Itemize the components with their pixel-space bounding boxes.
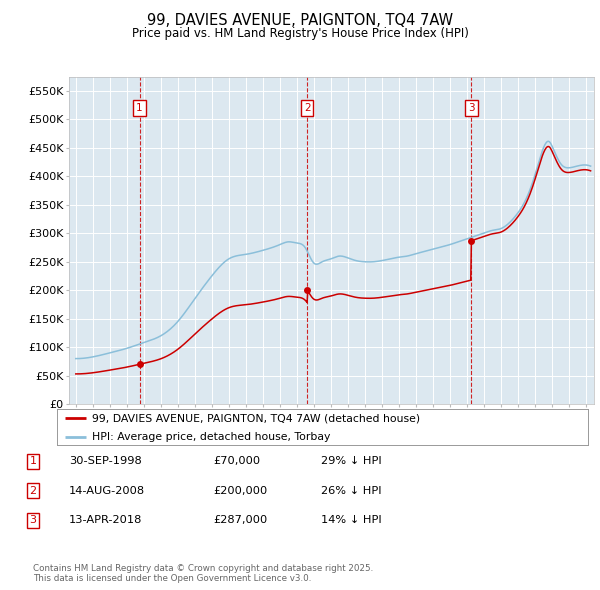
Text: 1: 1	[29, 457, 37, 466]
Text: 29% ↓ HPI: 29% ↓ HPI	[321, 457, 382, 466]
Text: 30-SEP-1998: 30-SEP-1998	[69, 457, 142, 466]
Text: 2: 2	[29, 486, 37, 496]
Text: £287,000: £287,000	[213, 516, 267, 525]
Text: 26% ↓ HPI: 26% ↓ HPI	[321, 486, 382, 496]
Text: 14% ↓ HPI: 14% ↓ HPI	[321, 516, 382, 525]
Text: 3: 3	[29, 516, 37, 525]
Text: Price paid vs. HM Land Registry's House Price Index (HPI): Price paid vs. HM Land Registry's House …	[131, 27, 469, 40]
Text: 2: 2	[304, 103, 311, 113]
Text: 1: 1	[136, 103, 143, 113]
Text: £200,000: £200,000	[213, 486, 267, 496]
Text: £70,000: £70,000	[213, 457, 260, 466]
Text: 14-AUG-2008: 14-AUG-2008	[69, 486, 145, 496]
Text: 99, DAVIES AVENUE, PAIGNTON, TQ4 7AW (detached house): 99, DAVIES AVENUE, PAIGNTON, TQ4 7AW (de…	[92, 413, 419, 423]
Text: 3: 3	[468, 103, 475, 113]
Text: 99, DAVIES AVENUE, PAIGNTON, TQ4 7AW: 99, DAVIES AVENUE, PAIGNTON, TQ4 7AW	[147, 13, 453, 28]
Text: 13-APR-2018: 13-APR-2018	[69, 516, 142, 525]
Text: HPI: Average price, detached house, Torbay: HPI: Average price, detached house, Torb…	[92, 432, 330, 442]
Text: Contains HM Land Registry data © Crown copyright and database right 2025.
This d: Contains HM Land Registry data © Crown c…	[33, 563, 373, 583]
